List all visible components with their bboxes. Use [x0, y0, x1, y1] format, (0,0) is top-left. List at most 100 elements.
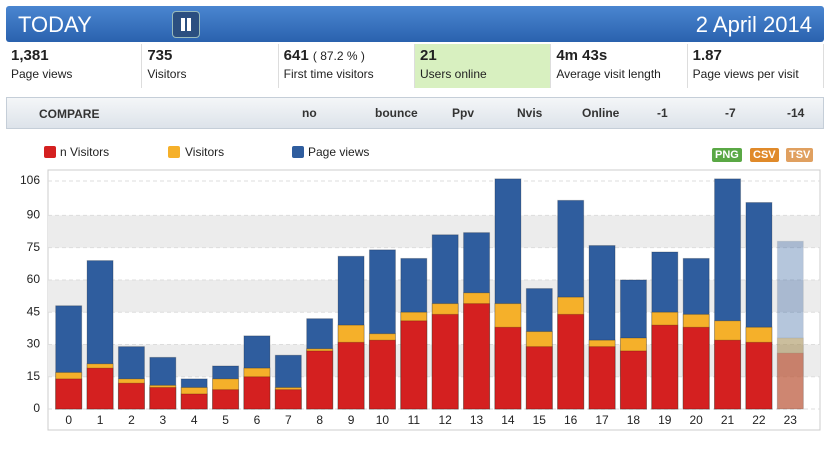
bar	[463, 303, 491, 410]
x-tick-label: 12	[439, 413, 453, 427]
compare-title: COMPARE	[39, 107, 100, 121]
x-tick-label: 7	[285, 413, 292, 427]
compare-option[interactable]: Nvis	[517, 106, 543, 120]
bar	[431, 313, 459, 410]
bar	[117, 382, 145, 410]
y-tick-label: 106	[20, 173, 40, 187]
legend-label: n Visitors	[60, 145, 109, 159]
bar	[149, 386, 177, 410]
stat-value: 21	[419, 47, 437, 64]
bar	[525, 346, 553, 410]
y-tick-label: 30	[27, 337, 41, 351]
y-tick-label: 90	[27, 208, 41, 222]
stats: 1,381 Page views 735 Visitors 641 ( 87.2 % )…	[6, 44, 824, 88]
stat: 1.87 Page views per visit	[688, 44, 824, 88]
compare-bar: COMPARE no bounce Ppv Nvis Online -1 -7 -14	[6, 97, 824, 129]
x-tick-label: 8	[316, 413, 323, 427]
compare-option[interactable]: Ppv	[452, 106, 475, 120]
header-date: 2 April 2014	[695, 12, 812, 37]
y-tick-label: 0	[33, 401, 40, 415]
x-tick-label: 20	[690, 413, 704, 427]
bar	[368, 339, 396, 410]
bar	[274, 389, 302, 410]
y-tick-label: 75	[27, 240, 41, 254]
x-tick-label: 15	[533, 413, 547, 427]
compare-option[interactable]: -7	[725, 106, 736, 120]
x-tick-label: 22	[752, 413, 766, 427]
stat: 21 Users online	[414, 44, 552, 88]
compare-option[interactable]: bounce	[375, 106, 418, 120]
x-tick-label: 17	[595, 413, 609, 427]
stat-label: Page views per visit	[692, 67, 799, 81]
x-tick-label: 18	[627, 413, 641, 427]
bar	[494, 326, 522, 410]
x-tick-label: 5	[222, 413, 229, 427]
x-tick-label: 23	[784, 413, 798, 427]
x-tick-label: 3	[159, 413, 166, 427]
bar	[745, 341, 773, 410]
bar	[588, 346, 616, 410]
x-tick-label: 21	[721, 413, 735, 427]
x-tick-label: 0	[65, 413, 72, 427]
stat-label: First time visitors	[283, 67, 374, 81]
compare-option[interactable]: Online	[582, 106, 620, 120]
stat-label: Average visit length	[556, 67, 661, 81]
bar	[776, 352, 804, 410]
x-tick-label: 2	[128, 413, 135, 427]
bar	[557, 313, 585, 410]
x-tick-label: 10	[376, 413, 390, 427]
compare-option[interactable]: no	[302, 106, 317, 120]
legend-swatch	[44, 146, 56, 158]
y-tick-label: 15	[27, 369, 41, 383]
export-button[interactable]: PNG	[712, 148, 742, 162]
stat: 4m 43s Average visit length	[551, 44, 688, 88]
bar	[776, 337, 804, 410]
bar	[682, 326, 710, 410]
header-title: TODAY	[18, 12, 92, 37]
x-tick-label: 1	[97, 413, 104, 427]
legend-label: Page views	[308, 145, 369, 159]
y-tick-label: 60	[27, 272, 41, 286]
legend-label: Visitors	[185, 145, 224, 159]
bar	[400, 320, 428, 410]
stat: 735 Visitors	[142, 44, 279, 88]
bar	[55, 378, 83, 410]
stat-note: ( 87.2 % )	[312, 49, 365, 63]
bar	[243, 376, 271, 410]
compare-option[interactable]: -14	[787, 106, 805, 120]
y-tick-label: 45	[27, 304, 41, 318]
x-tick-label: 19	[658, 413, 672, 427]
bar	[180, 393, 208, 410]
bar	[776, 240, 804, 410]
bar	[337, 341, 365, 410]
bar	[651, 324, 679, 410]
x-tick-label: 13	[470, 413, 484, 427]
bar	[619, 350, 647, 410]
x-tick-label: 14	[501, 413, 515, 427]
stat-label: Page views	[11, 67, 73, 81]
stat: 641 ( 87.2 % ) First time visitors	[279, 44, 415, 88]
export-button[interactable]: CSV	[750, 148, 779, 162]
stat-label: Visitors	[147, 67, 187, 81]
stat: 1,381 Page views	[6, 44, 143, 88]
stat-value: 735	[147, 47, 173, 64]
x-tick-label: 16	[564, 413, 578, 427]
bar	[86, 367, 114, 410]
bar	[714, 339, 742, 410]
stat-label: Users online	[419, 67, 487, 81]
export-button[interactable]: TSV	[786, 148, 814, 162]
stat-value: 1,381	[11, 47, 49, 64]
stat-value: 4m 43s	[556, 47, 608, 64]
pause-button[interactable]	[172, 11, 200, 38]
header: TODAY 2 April 2014	[6, 6, 824, 42]
x-tick-label: 4	[191, 413, 198, 427]
bar	[306, 350, 334, 410]
bar	[212, 389, 240, 410]
x-tick-label: 11	[408, 413, 421, 427]
compare-option[interactable]: -1	[657, 106, 668, 120]
x-tick-label: 6	[254, 413, 261, 427]
legend-swatch	[292, 146, 304, 158]
legend-swatch	[168, 146, 180, 158]
